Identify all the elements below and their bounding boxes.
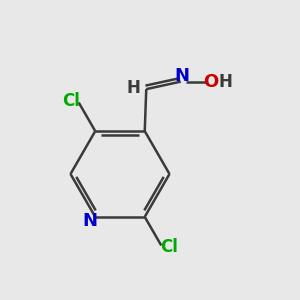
Text: H: H [218, 73, 232, 91]
Text: Cl: Cl [62, 92, 80, 110]
Text: Cl: Cl [160, 238, 178, 256]
Text: H: H [127, 79, 141, 97]
Text: N: N [82, 212, 97, 230]
Text: N: N [175, 67, 190, 85]
Text: O: O [203, 73, 218, 91]
